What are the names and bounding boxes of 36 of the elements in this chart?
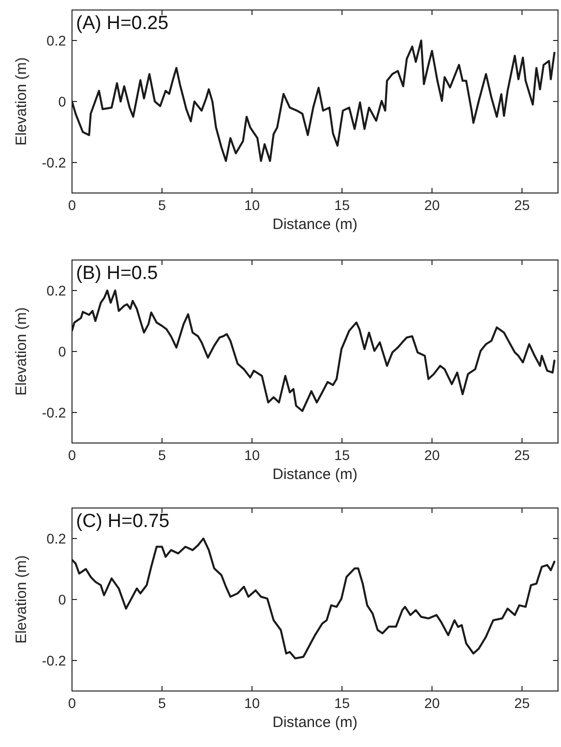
y-tick-label: 0.2: [46, 282, 66, 298]
y-axis-title: Elevation (m): [13, 555, 30, 644]
y-tick-label: 0: [58, 344, 66, 360]
x-tick-label: 25: [514, 695, 530, 711]
x-tick-label: 25: [514, 197, 530, 213]
y-tick-label: 0: [58, 592, 66, 608]
x-tick-label: 15: [334, 197, 350, 213]
x-tick-label: 20: [424, 197, 440, 213]
chart-title: (A) H=0.25: [76, 13, 168, 34]
y-tick-label: 0.2: [46, 32, 66, 48]
y-axis-title: Elevation (m): [13, 57, 30, 146]
x-tick-label: 5: [158, 695, 166, 711]
x-axis-title: Distance (m): [272, 714, 358, 731]
x-tick-label: 10: [244, 197, 260, 213]
y-tick-label: 0: [58, 94, 66, 110]
y-tick-label: -0.2: [42, 154, 66, 170]
chart-title: (B) H=0.5: [76, 263, 158, 284]
x-tick-label: 5: [158, 447, 166, 463]
x-tick-label: 0: [68, 447, 76, 463]
x-tick-label: 10: [244, 695, 260, 711]
y-tick-label: -0.2: [42, 404, 66, 420]
x-tick-label: 0: [68, 695, 76, 711]
x-tick-label: 0: [68, 197, 76, 213]
x-tick-label: 20: [424, 447, 440, 463]
x-axis-title: Distance (m): [272, 216, 358, 233]
x-tick-label: 15: [334, 447, 350, 463]
x-tick-label: 25: [514, 447, 530, 463]
x-tick-label: 15: [334, 695, 350, 711]
x-tick-label: 10: [244, 447, 260, 463]
x-tick-label: 20: [424, 695, 440, 711]
y-tick-label: 0.2: [46, 530, 66, 546]
x-tick-label: 5: [158, 197, 166, 213]
chart-title: (C) H=0.75: [76, 511, 170, 532]
x-axis-title: Distance (m): [272, 466, 358, 483]
y-tick-label: -0.2: [42, 652, 66, 668]
y-axis-title: Elevation (m): [13, 307, 30, 396]
